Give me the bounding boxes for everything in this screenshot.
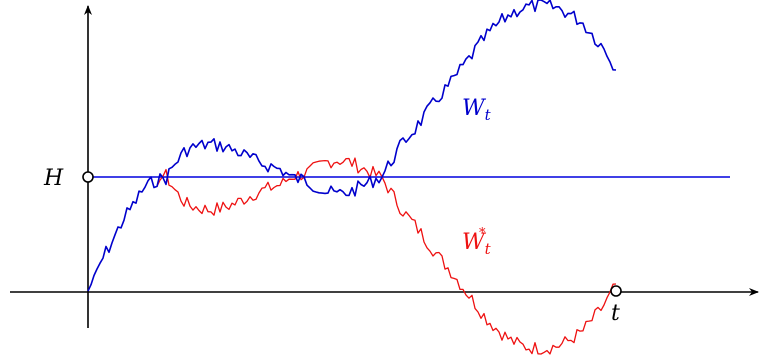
barrier-marker [82,171,94,183]
reflected-label: Wt* [462,226,492,258]
process-label: Wt [462,96,492,124]
reflected-label-superscript: * [479,226,486,241]
process-label-symbol: W [462,96,487,121]
barrier-label: H [43,166,64,191]
process-path-line [87,0,617,292]
end-time-marker [610,285,622,297]
reflected-label-symbol: W [462,230,487,255]
time-label: t [611,301,620,326]
reflected-path-line [156,157,617,355]
reflected-label-subscript: t [485,240,492,258]
process-label-subscript: t [485,106,492,124]
